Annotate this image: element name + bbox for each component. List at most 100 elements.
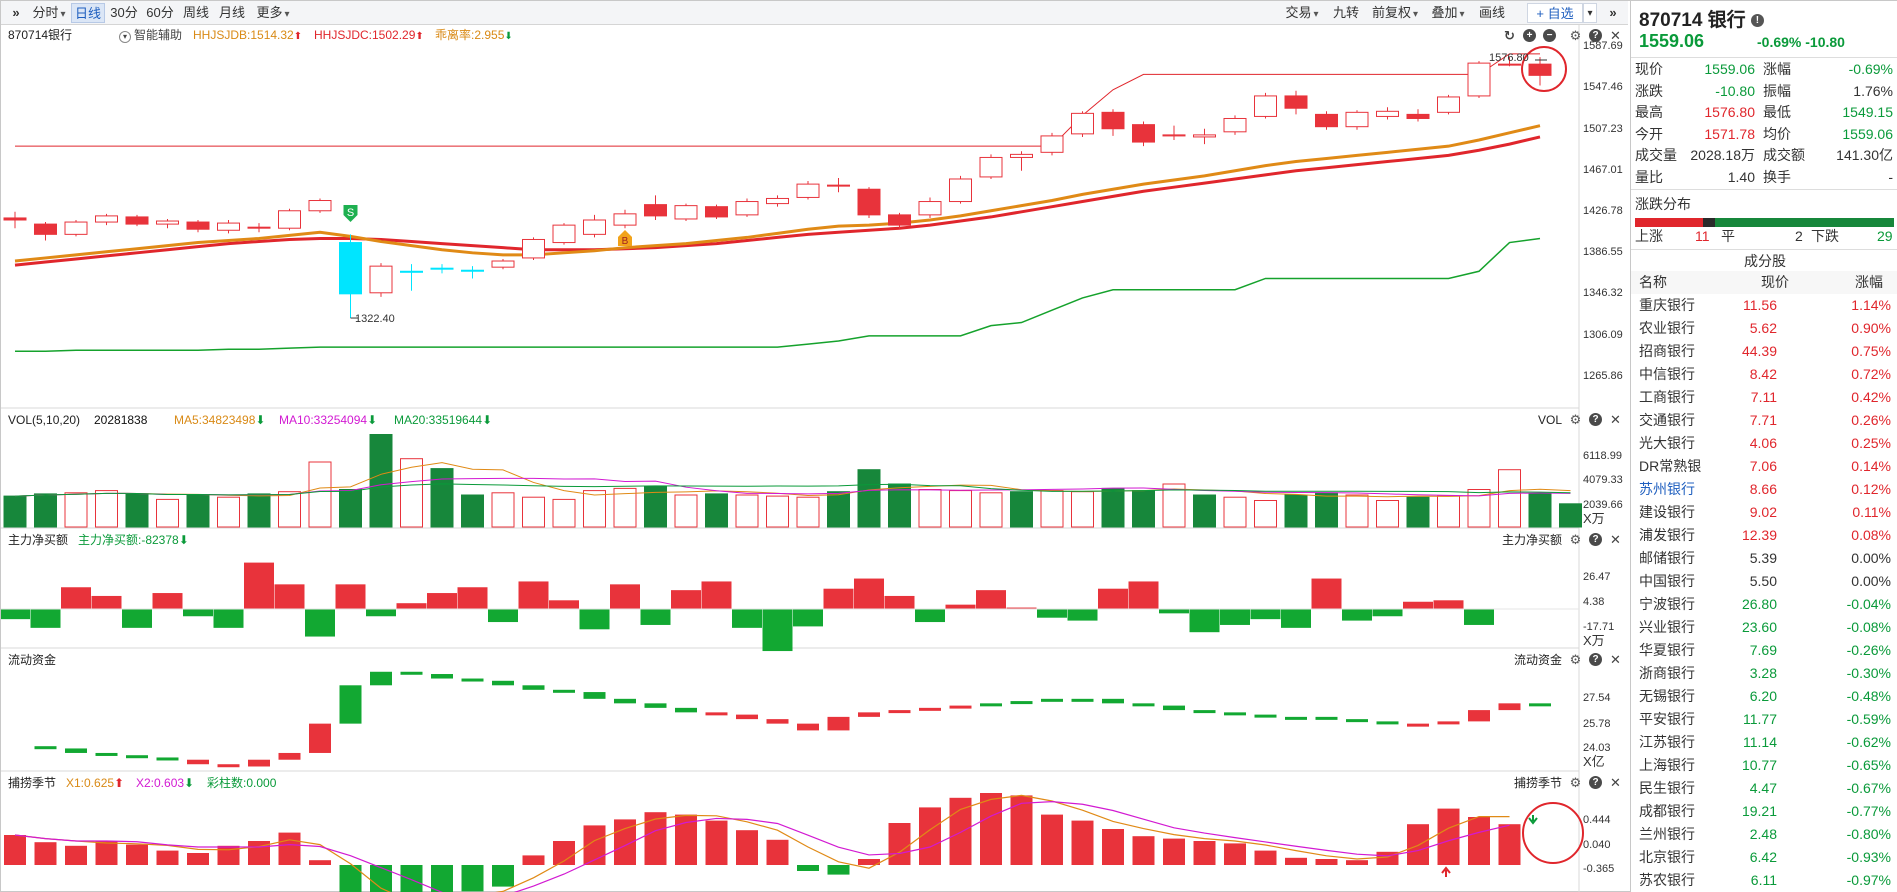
candle-body [247, 226, 271, 229]
constituent-row[interactable]: 苏农银行 6.11 -0.97% [1631, 869, 1897, 892]
season-up-arrow-icon [1441, 866, 1451, 877]
stock-change: -0.93% [1846, 849, 1891, 865]
constituent-row[interactable]: 无锡银行 6.20 -0.48% [1631, 685, 1897, 708]
main-settings-gear-icon[interactable]: ⚙ [1569, 28, 1582, 43]
tab-1[interactable]: 日线 [71, 3, 105, 23]
liquid-help-icon[interactable]: ? [1589, 653, 1602, 666]
tool-2[interactable]: 前复权 [1367, 3, 1423, 23]
tab-0[interactable]: 分时 [29, 3, 69, 23]
stock-price: 6.11 [1750, 872, 1777, 888]
watchlist-dropdown-icon[interactable]: ▾ [1583, 3, 1597, 23]
tab-2[interactable]: 30分 [110, 5, 138, 20]
flow-bar [1159, 609, 1189, 614]
main-zoom-in-icon[interactable]: + [1523, 29, 1536, 42]
volume-bar [1284, 494, 1308, 528]
flow-close-icon[interactable]: ✕ [1610, 532, 1621, 547]
constituent-row[interactable]: 工商银行 7.11 0.42% [1631, 386, 1897, 409]
candle-body [796, 183, 820, 198]
constituent-row[interactable]: 中信银行 8.42 0.72% [1631, 363, 1897, 386]
constituent-row[interactable]: 农业银行 5.62 0.90% [1631, 317, 1897, 340]
constituent-row[interactable]: 建设银行 9.02 0.11% [1631, 501, 1897, 524]
volume-bar [491, 492, 515, 528]
main-zoom-out-icon[interactable]: − [1543, 29, 1556, 42]
candle-body [491, 260, 515, 268]
tab-5[interactable]: 月线 [218, 5, 245, 20]
liquid-bar [492, 680, 514, 686]
constituent-row[interactable]: 平安银行 11.77 -0.59% [1631, 708, 1897, 731]
tool-1[interactable]: 九转 [1332, 5, 1359, 20]
constituent-row[interactable]: 民生银行 4.47 -0.67% [1631, 777, 1897, 800]
constituent-row[interactable]: 兴业银行 23.60 -0.08% [1631, 616, 1897, 639]
stock-change: 0.72% [1851, 366, 1891, 382]
constituent-row[interactable]: 苏州银行 8.66 0.12% [1631, 478, 1897, 501]
tool-4[interactable]: 画线 [1478, 5, 1505, 20]
constituent-row[interactable]: 华夏银行 7.69 -0.26% [1631, 639, 1897, 662]
stock-name: 民生银行 [1639, 780, 1695, 796]
liquid-close-icon[interactable]: ✕ [1610, 652, 1621, 667]
season-bar [1315, 859, 1338, 865]
collapse-right-icon[interactable]: » [1609, 5, 1617, 20]
constituent-row[interactable]: 北京银行 6.42 -0.93% [1631, 846, 1897, 869]
stock-price: 10.77 [1741, 757, 1777, 773]
tool-0[interactable]: 交易 [1279, 3, 1325, 23]
main-help-icon[interactable]: ? [1589, 29, 1602, 42]
main-close-icon[interactable]: ✕ [1610, 28, 1621, 43]
stock-name: 重庆银行 [1639, 297, 1695, 313]
stock-name: DR常熟银 [1639, 458, 1702, 474]
constituent-row[interactable]: 招商银行 44.39 0.75% [1631, 340, 1897, 363]
add-watchlist-button[interactable]: + 自选 [1527, 3, 1583, 23]
constituent-row[interactable]: 宁波银行 26.80 -0.04% [1631, 593, 1897, 616]
volume-bar [522, 496, 545, 528]
season-help-icon[interactable]: ? [1589, 776, 1602, 789]
constituent-row[interactable]: 邮储银行 5.39 0.00% [1631, 547, 1897, 570]
liquid-bar [278, 752, 301, 760]
quote-l2: 换手 [1763, 168, 1791, 185]
stock-change: 0.00% [1851, 573, 1891, 589]
stock-change: -0.48% [1846, 688, 1891, 704]
quote-row: 成交量 2028.18万 成交额 141.30亿 [1631, 144, 1897, 166]
constituent-row[interactable]: 交通银行 7.71 0.26% [1631, 409, 1897, 432]
constituent-row[interactable]: 浙商银行 3.28 -0.30% [1631, 662, 1897, 685]
liquid-bar [553, 689, 575, 693]
flow-tick: -17.71 [1583, 621, 1615, 633]
info-icon[interactable]: ! [1750, 14, 1764, 28]
vol-help-icon[interactable]: ? [1589, 413, 1602, 426]
flow-help-icon[interactable]: ? [1589, 533, 1602, 546]
constituent-row[interactable]: 光大银行 4.06 0.25% [1631, 432, 1897, 455]
vol-close-icon[interactable]: ✕ [1610, 412, 1621, 427]
season-bar [858, 859, 880, 865]
constituent-row[interactable]: DR常熟银 7.06 0.14% [1631, 455, 1897, 478]
volume-bar [217, 496, 240, 528]
expand-left-icon[interactable]: » [12, 5, 20, 20]
vol-settings-gear-icon[interactable]: ⚙ [1569, 412, 1582, 427]
constituent-row[interactable]: 浦发银行 12.39 0.08% [1631, 524, 1897, 547]
smart-assist-label: 智能辅助 [134, 28, 183, 42]
constituent-row[interactable]: 重庆银行 11.56 1.14% [1631, 294, 1897, 317]
volume-bar [1345, 494, 1369, 528]
season-settings-gear-icon[interactable]: ⚙ [1569, 775, 1582, 790]
constituent-row[interactable]: 中国银行 5.50 0.00% [1631, 570, 1897, 593]
constituent-row[interactable]: 成都银行 19.21 -0.77% [1631, 800, 1897, 823]
flow-bar [884, 595, 915, 609]
constituent-row[interactable]: 上海银行 10.77 -0.65% [1631, 754, 1897, 777]
flow-bar [1189, 609, 1220, 633]
flow-settings-gear-icon[interactable]: ⚙ [1569, 532, 1582, 547]
dist-counts: 上涨 11 平 2 下跌 29 [1635, 228, 1893, 244]
season-bar [553, 841, 575, 865]
chart-canvas[interactable]: SB [1, 25, 1628, 892]
flow-bar [976, 590, 1006, 609]
volume-bar [674, 494, 698, 528]
tool-3[interactable]: 叠加 [1425, 3, 1471, 23]
tab-4[interactable]: 周线 [182, 5, 209, 20]
season-close-icon[interactable]: ✕ [1610, 775, 1621, 790]
constituent-row[interactable]: 江苏银行 11.14 -0.62% [1631, 731, 1897, 754]
main-refresh-icon[interactable]: ↻ [1504, 28, 1515, 43]
smart-assist-toggle[interactable]: ▾ 智能辅助 [119, 28, 182, 43]
flow-right-label: 主力净买额 [1502, 533, 1563, 547]
tab-6[interactable]: 更多 [251, 3, 295, 23]
constituent-row[interactable]: 兰州银行 2.48 -0.80% [1631, 823, 1897, 846]
liquid-settings-gear-icon[interactable]: ⚙ [1569, 652, 1582, 667]
season-bar [827, 865, 850, 875]
tab-3[interactable]: 60分 [146, 5, 174, 20]
